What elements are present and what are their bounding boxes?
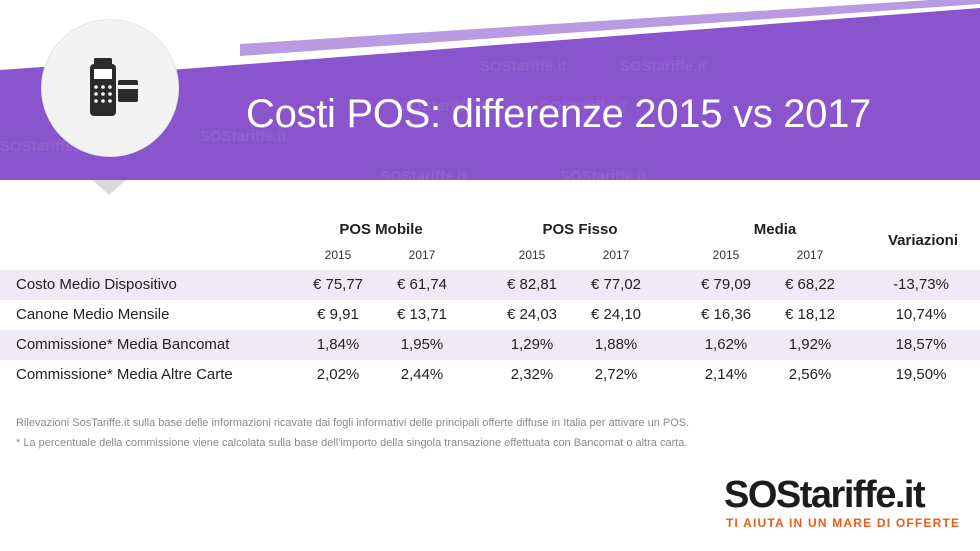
footnotes: Rilevazioni SosTariffe.it sulla base del… <box>16 413 689 453</box>
cell-value: 1,62% <box>704 336 748 353</box>
cell-value: 2,02% <box>316 366 360 383</box>
cell-value: € 79,09 <box>700 276 752 293</box>
cell-value: 1,95% <box>400 336 444 353</box>
group-header-pos-fisso: POS Fisso <box>542 221 618 238</box>
table-row: Commissione* Media Bancomat 1,84% 1,95% … <box>0 330 980 360</box>
commission-note: * La percentuale della commissione viene… <box>16 437 688 449</box>
variation-header: Variazioni <box>887 232 959 249</box>
icon-badge <box>42 20 178 156</box>
row-label: Commissione* Media Bancomat <box>16 336 230 353</box>
cell-value: € 77,02 <box>590 276 642 293</box>
cell-value: 2,72% <box>594 366 638 383</box>
cell-value: 1,92% <box>788 336 832 353</box>
row-label: Costo Medio Dispositivo <box>16 276 177 293</box>
logo-wordmark: SOStariffe.it <box>724 474 926 516</box>
table-row: Commissione* Media Altre Carte 2,02% 2,4… <box>0 360 980 390</box>
year-header: 2015 <box>518 248 546 262</box>
table-row: Canone Medio Mensile € 9,91 € 13,71 € 24… <box>0 300 980 330</box>
sostariffe-logo: SOStariffe.it TI AIUTA IN UN MARE DI OFF… <box>724 474 964 534</box>
cell-value: € 9,91 <box>317 306 359 323</box>
row-label: Commissione* Media Altre Carte <box>16 366 233 383</box>
header-background <box>0 0 980 195</box>
group-header-pos-mobile: POS Mobile <box>339 221 423 238</box>
cell-value: € 82,81 <box>506 276 558 293</box>
cell-value: € 16,36 <box>700 306 752 323</box>
cell-value: € 68,22 <box>784 276 836 293</box>
pos-terminal-icon <box>90 58 138 116</box>
source-note: Rilevazioni SosTariffe.it sulla base del… <box>16 417 690 429</box>
variation-value: -13,73% <box>893 276 949 293</box>
cell-value: 2,14% <box>704 366 748 383</box>
logo-tagline: TI AIUTA IN UN MARE DI OFFERTE <box>726 516 961 530</box>
year-header: 2015 <box>712 248 740 262</box>
cell-value: 1,29% <box>510 336 554 353</box>
cell-value: 2,32% <box>510 366 554 383</box>
year-header: 2017 <box>602 248 630 262</box>
cell-value: € 24,03 <box>506 306 558 323</box>
cell-value: € 13,71 <box>396 306 448 323</box>
cell-value: € 24,10 <box>590 306 642 323</box>
table-row: Costo Medio Dispositivo € 75,77 € 61,74 … <box>0 270 980 300</box>
page-title: Costi POS: differenze 2015 vs 2017 <box>246 92 871 136</box>
variation-value: 18,57% <box>895 336 947 353</box>
year-header: 2015 <box>324 248 352 262</box>
year-header: 2017 <box>796 248 824 262</box>
cell-value: € 75,77 <box>312 276 364 293</box>
header-banner: SOStariffe.it SOStariffe.it SOStariffe.i… <box>0 0 980 195</box>
cell-value: € 18,12 <box>784 306 836 323</box>
cell-value: 1,84% <box>316 336 360 353</box>
cell-value: 1,88% <box>594 336 638 353</box>
group-header-media: Media <box>753 221 797 238</box>
cell-value: 2,44% <box>400 366 444 383</box>
variation-value: 10,74% <box>895 306 947 323</box>
row-label: Canone Medio Mensile <box>16 306 170 323</box>
variation-value: 19,50% <box>895 366 947 383</box>
cell-value: 2,56% <box>788 366 832 383</box>
year-header: 2017 <box>408 248 436 262</box>
cell-value: € 61,74 <box>396 276 448 293</box>
